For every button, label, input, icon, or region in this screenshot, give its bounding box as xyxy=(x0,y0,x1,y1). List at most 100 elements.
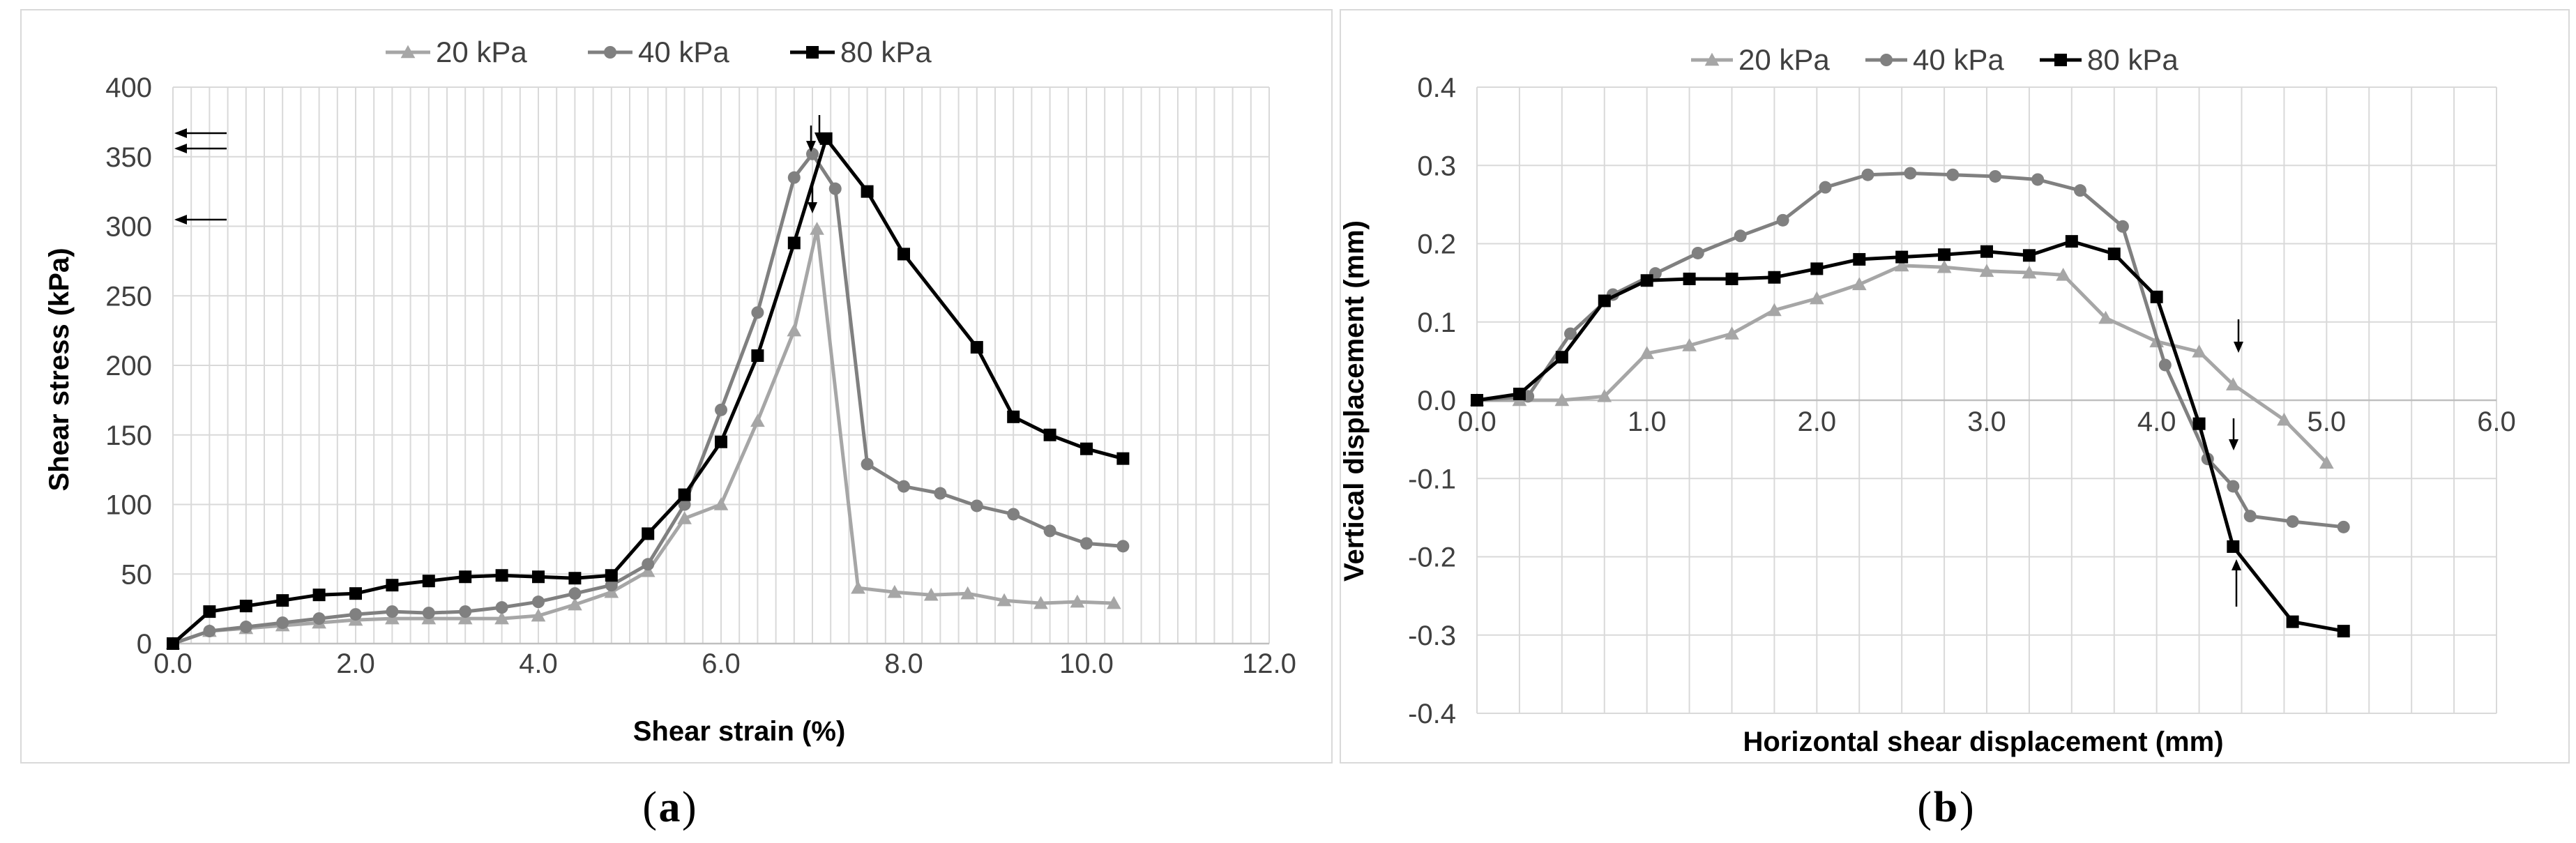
data-point xyxy=(312,588,326,602)
down-arrow-head xyxy=(815,132,824,144)
x-tick-label: 1.0 xyxy=(1628,407,1667,437)
left-arrow-head xyxy=(174,215,187,225)
panel-a-y-axis-label: Shear stress (kPa) xyxy=(44,248,75,491)
panel-a-series xyxy=(165,132,1130,650)
data-point xyxy=(1554,393,1570,407)
legend-label: 20 kPa xyxy=(1738,43,1830,76)
down-arrow-head xyxy=(806,141,816,152)
legend-item: 40 kPa xyxy=(588,36,729,68)
data-point xyxy=(787,171,801,184)
data-point xyxy=(806,147,819,160)
data-point xyxy=(1767,303,1782,317)
data-point xyxy=(1819,181,1832,194)
data-point xyxy=(713,497,729,510)
data-point xyxy=(1640,274,1653,287)
data-point xyxy=(532,570,545,584)
data-point xyxy=(2243,510,2257,523)
legend-label: 80 kPa xyxy=(2087,43,2179,76)
legend-item: 20 kPa xyxy=(386,36,527,68)
data-point xyxy=(642,558,655,571)
svg-text:(: ( xyxy=(642,784,657,831)
data-point xyxy=(2192,344,2206,358)
data-point xyxy=(532,595,545,609)
data-point xyxy=(1471,394,1483,407)
left-arrow-head xyxy=(174,128,187,138)
panel-b-frame xyxy=(1340,9,2570,764)
data-point xyxy=(2337,520,2350,533)
y-tick-label: 0.0 xyxy=(1417,386,1456,416)
down-arrow-head xyxy=(808,202,817,213)
y-tick-label: 200 xyxy=(105,351,152,381)
y-tick-label: 100 xyxy=(105,490,152,521)
data-point xyxy=(678,488,691,501)
caption-b: ( b ) xyxy=(1917,784,1973,831)
data-point xyxy=(970,499,983,512)
data-point xyxy=(715,435,727,448)
data-point xyxy=(2225,377,2241,390)
panel-b-tick-labels: 0.0 1.0 2.0 3.0 4.0 5.0 6.0-0.4-0.3-0.2-0.10.0… xyxy=(1408,73,2516,729)
data-point xyxy=(751,349,764,363)
data-point xyxy=(1682,338,1697,351)
series-80-kpa xyxy=(167,132,1130,650)
panel-b-grid xyxy=(1476,86,2497,714)
data-point xyxy=(1725,326,1739,340)
x-tick-label: 5.0 xyxy=(2308,407,2347,437)
data-point xyxy=(1937,259,1952,273)
data-point xyxy=(1810,262,1824,275)
data-point xyxy=(897,480,910,493)
data-point xyxy=(1070,594,1085,608)
legend-item: 40 kPa xyxy=(1865,43,2004,76)
panel-b: 0.0 1.0 2.0 3.0 4.0 5.0 6.0-0.4-0.3-0.2-0.10.0… xyxy=(1339,9,2570,764)
data-point xyxy=(1597,389,1612,402)
legend-label: 20 kPa xyxy=(436,36,527,68)
data-point xyxy=(1683,273,1696,286)
data-point xyxy=(1880,54,1893,66)
x-tick-label: 4.0 xyxy=(2137,407,2176,437)
data-point xyxy=(239,621,252,634)
data-point xyxy=(1989,169,2002,183)
data-point xyxy=(1938,248,1951,261)
series-line xyxy=(172,152,1123,646)
data-point xyxy=(203,625,216,638)
data-point xyxy=(1861,168,1874,181)
data-point xyxy=(604,46,616,59)
data-point xyxy=(1851,277,1867,291)
data-point xyxy=(806,46,819,59)
x-tick-label: 4.0 xyxy=(519,648,558,679)
caption-a: ( a ) xyxy=(642,784,696,831)
data-point xyxy=(276,594,289,607)
down-arrow-head xyxy=(2234,342,2243,353)
panel-a-annotation-arrows xyxy=(174,115,824,225)
data-point xyxy=(605,569,618,582)
data-point xyxy=(422,607,435,620)
data-point xyxy=(1725,273,1738,286)
data-point xyxy=(1080,442,1093,455)
data-point xyxy=(810,222,824,235)
data-point xyxy=(2022,265,2037,279)
series-80-kpa xyxy=(1471,235,2350,638)
panel-a-frame xyxy=(20,9,1333,764)
data-point xyxy=(495,569,508,582)
data-point xyxy=(851,580,865,594)
y-tick-label: 0 xyxy=(137,629,152,660)
data-point xyxy=(459,570,472,584)
data-point xyxy=(887,584,902,598)
data-point xyxy=(2286,515,2299,528)
data-point xyxy=(1704,52,1720,66)
data-point xyxy=(167,637,179,650)
data-point xyxy=(2286,615,2299,628)
data-point xyxy=(605,579,618,592)
y-tick-label: 250 xyxy=(105,281,152,312)
data-point xyxy=(1979,264,1994,278)
data-point xyxy=(568,597,582,611)
caption-a-label: a xyxy=(659,784,681,831)
data-point xyxy=(960,586,976,600)
data-point xyxy=(1564,327,1577,340)
data-point xyxy=(1894,258,1909,272)
data-point xyxy=(2337,625,2350,638)
data-point xyxy=(1080,537,1093,550)
series-line xyxy=(1476,172,2344,529)
panel-a-grid xyxy=(172,86,1270,645)
x-tick-label: 10.0 xyxy=(1059,648,1114,679)
panel-b-legend: 20 kPa 40 kPa 80 kPa xyxy=(1691,43,2179,76)
